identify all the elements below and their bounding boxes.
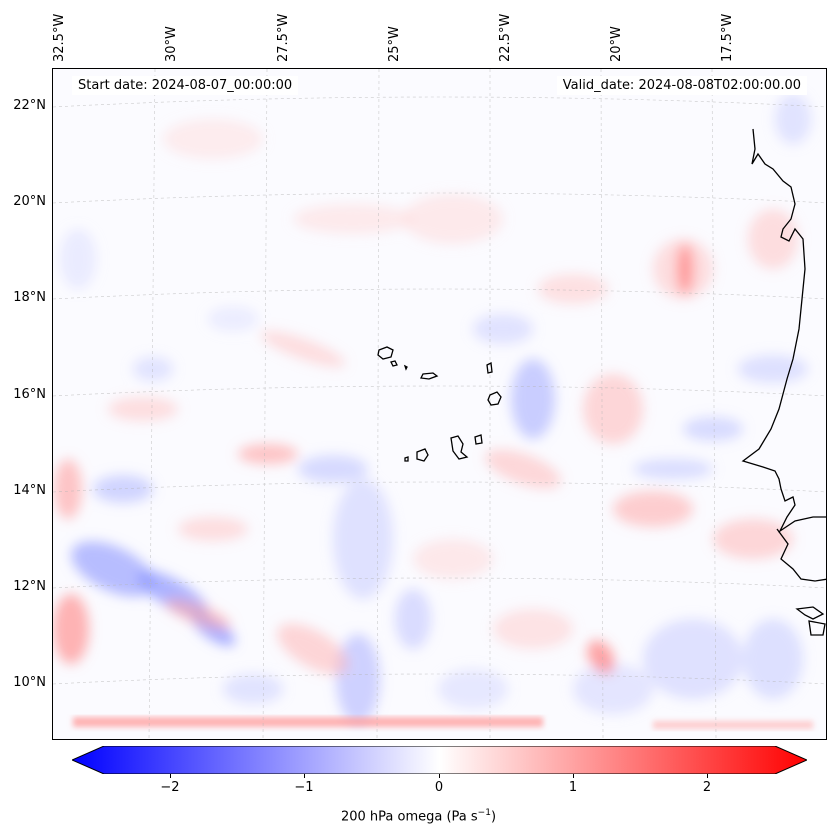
omega-field-blobs — [53, 94, 811, 724]
lon-label-25w: 25°W — [387, 26, 402, 62]
omega-field-svg — [53, 69, 826, 739]
colorbar-tick-neg2: −2 — [160, 780, 180, 795]
map-gridlines — [53, 69, 826, 739]
colorbar-gradient — [72, 746, 807, 774]
colorbar-label: 200 hPa omega (Pa s−1) — [0, 808, 837, 824]
lat-label-16n: 16°N — [13, 387, 46, 402]
lat-label-12n: 12°N — [13, 579, 46, 594]
colorbar-tick-1: 1 — [568, 780, 578, 795]
colorbar-label-end: ) — [490, 809, 497, 825]
colorbar-tick-line-2 — [707, 774, 708, 778]
valid-date-label: Valid_date: 2024-08-08T02:00:00.00 — [556, 76, 807, 95]
lon-label-17-5w: 17.5°W — [720, 13, 735, 62]
lon-label-27-5w: 27.5°W — [276, 13, 291, 62]
lon-label-32-5w: 32.5°W — [52, 13, 67, 62]
colorbar-tick-line-1 — [573, 774, 574, 778]
lon-label-20w: 20°W — [609, 26, 624, 62]
colorbar-label-sup: −1 — [477, 808, 491, 818]
colorbar-tick-line-neg2 — [170, 774, 171, 778]
coastline — [741, 128, 826, 636]
cape-verde-islands — [377, 346, 502, 462]
colorbar-tick-2: 2 — [702, 780, 712, 795]
colorbar — [72, 746, 807, 774]
lat-label-20n: 20°N — [13, 194, 46, 209]
lat-label-18n: 18°N — [13, 290, 46, 305]
omega-map-panel — [52, 68, 827, 740]
colorbar-tick-line-0 — [439, 774, 440, 778]
colorbar-tick-0: 0 — [434, 780, 444, 795]
lon-label-22-5w: 22.5°W — [498, 13, 513, 62]
colorbar-tick-neg1: −1 — [294, 780, 314, 795]
colorbar-tick-line-neg1 — [304, 774, 305, 778]
lat-label-22n: 22°N — [13, 98, 46, 113]
boundary-band — [73, 717, 813, 729]
lat-label-14n: 14°N — [13, 483, 46, 498]
lon-label-30w: 30°W — [164, 26, 179, 62]
lat-label-10n: 10°N — [13, 675, 46, 690]
start-date-label: Start date: 2024-08-07_00:00:00 — [72, 76, 299, 95]
colorbar-label-main: 200 hPa omega (Pa s — [340, 809, 478, 825]
